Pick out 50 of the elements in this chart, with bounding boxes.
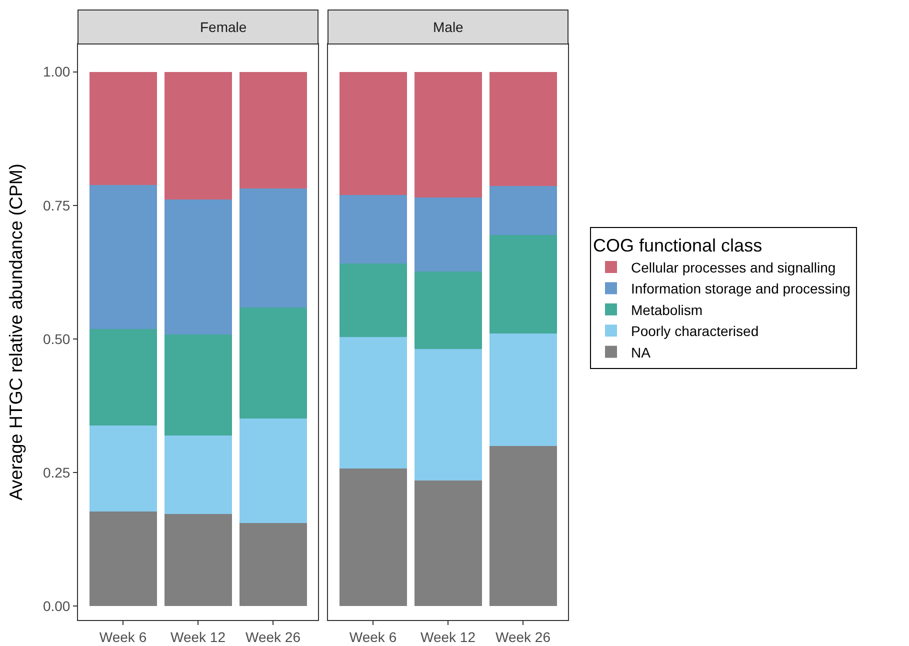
bar [489, 446, 557, 606]
bar [489, 334, 557, 446]
bar [164, 334, 232, 436]
bar [489, 186, 557, 235]
bar [164, 72, 232, 200]
bar [89, 512, 157, 606]
bar [414, 349, 482, 481]
bar [414, 72, 482, 198]
x-tick-label: Week 26 [246, 628, 301, 645]
legend-label: NA [631, 344, 652, 360]
bar [89, 328, 157, 426]
bar [489, 234, 557, 334]
x-tick-label: Week 6 [349, 628, 397, 645]
y-tick-label: 0.75 [42, 197, 70, 214]
y-tick-label: 0.00 [42, 598, 70, 614]
bar [89, 426, 157, 512]
legend-label: Cellular processes and signalling [631, 259, 836, 276]
bar [339, 195, 407, 264]
bar [89, 185, 157, 329]
bar [339, 468, 407, 606]
x-tick-label: Week 12 [170, 628, 226, 645]
bar [239, 72, 307, 188]
chart-title: Male [433, 19, 464, 35]
bar [239, 522, 307, 606]
y-axis-title: Average HTGC relative abundance (CPM) [6, 164, 26, 500]
bar [164, 199, 232, 335]
bar [164, 514, 232, 606]
bar [489, 72, 557, 186]
x-tick-label: Week 26 [496, 628, 551, 645]
legend-label: Metabolism [631, 302, 703, 318]
bar [239, 307, 307, 419]
y-tick-label: 1.00 [42, 64, 70, 80]
bar [414, 272, 482, 350]
bar [339, 336, 407, 468]
bar [339, 72, 407, 196]
bar [164, 436, 232, 514]
bar [414, 480, 482, 606]
bar [239, 418, 307, 523]
y-tick-label: 0.25 [42, 464, 70, 480]
x-tick-label: Week 6 [99, 628, 147, 645]
chart-title: Female [200, 19, 247, 35]
bar [414, 197, 482, 272]
bar [239, 188, 307, 308]
bar [89, 72, 157, 186]
y-tick-label: 0.50 [42, 330, 70, 347]
x-tick-label: Week 12 [420, 628, 476, 645]
legend-label: Poorly characterised [631, 323, 759, 340]
legend-title: COG functional class [593, 235, 762, 256]
legend-label: Information storage and processing [631, 280, 850, 297]
bar [339, 264, 407, 337]
